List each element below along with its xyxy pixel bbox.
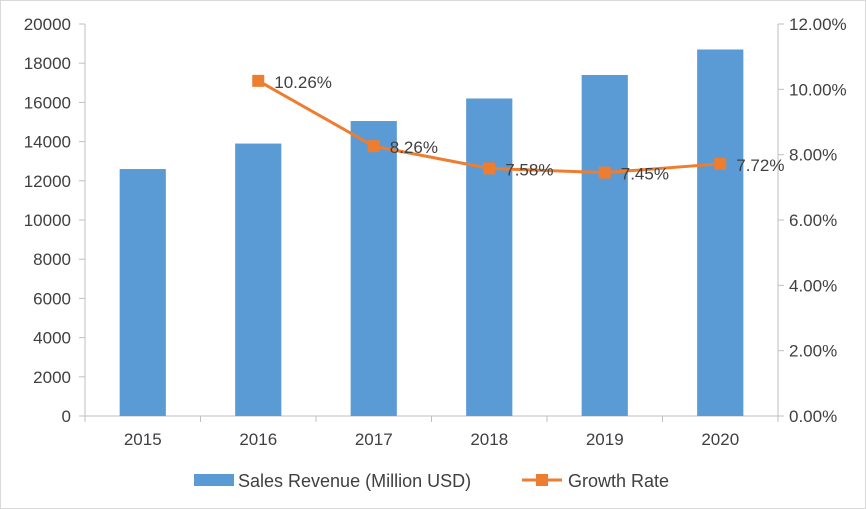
x-axis-tick-label: 2017 <box>355 430 393 449</box>
growth-rate-data-label: 7.72% <box>736 156 784 175</box>
right-axis-tick-label: 4.00% <box>789 276 837 295</box>
left-axis-tick-label: 8000 <box>33 250 71 269</box>
bar-2020 <box>697 49 744 416</box>
growth-rate-marker-2018 <box>483 162 496 175</box>
growth-rate-marker-2016 <box>252 74 265 87</box>
legend-label-sales-revenue: Sales Revenue (Million USD) <box>238 471 471 491</box>
left-axis-tick-label: 0 <box>62 407 71 426</box>
right-axis-tick-label: 0.00% <box>789 407 837 426</box>
growth-rate-data-label: 10.26% <box>274 73 332 92</box>
legend: Sales Revenue (Million USD) Growth Rate <box>194 471 669 491</box>
legend-label-growth-rate: Growth Rate <box>568 471 669 491</box>
left-axis-tick-label: 10000 <box>24 211 71 230</box>
growth-rate-data-label: 7.58% <box>505 160 553 179</box>
x-axis-tick-label: 2019 <box>586 430 624 449</box>
left-axis-tick-label: 18000 <box>24 54 71 73</box>
right-axis-tick-label: 6.00% <box>789 211 837 230</box>
left-axis-tick-label: 16000 <box>24 93 71 112</box>
x-axis-tick-label: 2015 <box>124 430 162 449</box>
bar-2017 <box>350 121 397 417</box>
bar-2016 <box>235 143 282 416</box>
x-axis-tick-label: 2020 <box>701 430 739 449</box>
x-axis-tick-label: 2018 <box>470 430 508 449</box>
growth-rate-data-label: 7.45% <box>621 165 669 184</box>
left-axis-tick-label: 6000 <box>33 289 71 308</box>
left-axis-tick-label: 2000 <box>33 368 71 387</box>
growth-rate-marker-2017 <box>367 140 380 153</box>
bar-2018 <box>466 98 513 416</box>
right-axis-tick-label: 8.00% <box>789 146 837 165</box>
bar-2015 <box>119 169 166 416</box>
data-labels-layer: 10.26% 8.26% 7.58% 7.45% 7.72% <box>274 73 784 184</box>
growth-rate-data-label: 8.26% <box>390 138 438 157</box>
axes-layer: 0 2000 4000 6000 8000 10000 12000 14000 16000 180… <box>24 15 847 449</box>
legend-bar-swatch <box>194 474 234 486</box>
bars-layer <box>119 49 744 417</box>
growth-rate-marker-2020 <box>714 157 727 170</box>
x-axis-tick-label: 2016 <box>239 430 277 449</box>
growth-line-layer <box>252 74 727 179</box>
growth-rate-marker-2019 <box>598 166 611 179</box>
right-axis-tick-label: 2.00% <box>789 342 837 361</box>
left-axis-tick-label: 14000 <box>24 133 71 152</box>
legend-square-marker <box>536 474 548 486</box>
right-axis-tick-label: 12.00% <box>789 15 847 34</box>
bar-2019 <box>581 74 628 417</box>
right-axis-tick-label: 10.00% <box>789 80 847 99</box>
left-axis-tick-label: 4000 <box>33 329 71 348</box>
left-axis-tick-label: 12000 <box>24 172 71 191</box>
left-axis-tick-label: 20000 <box>24 15 71 34</box>
